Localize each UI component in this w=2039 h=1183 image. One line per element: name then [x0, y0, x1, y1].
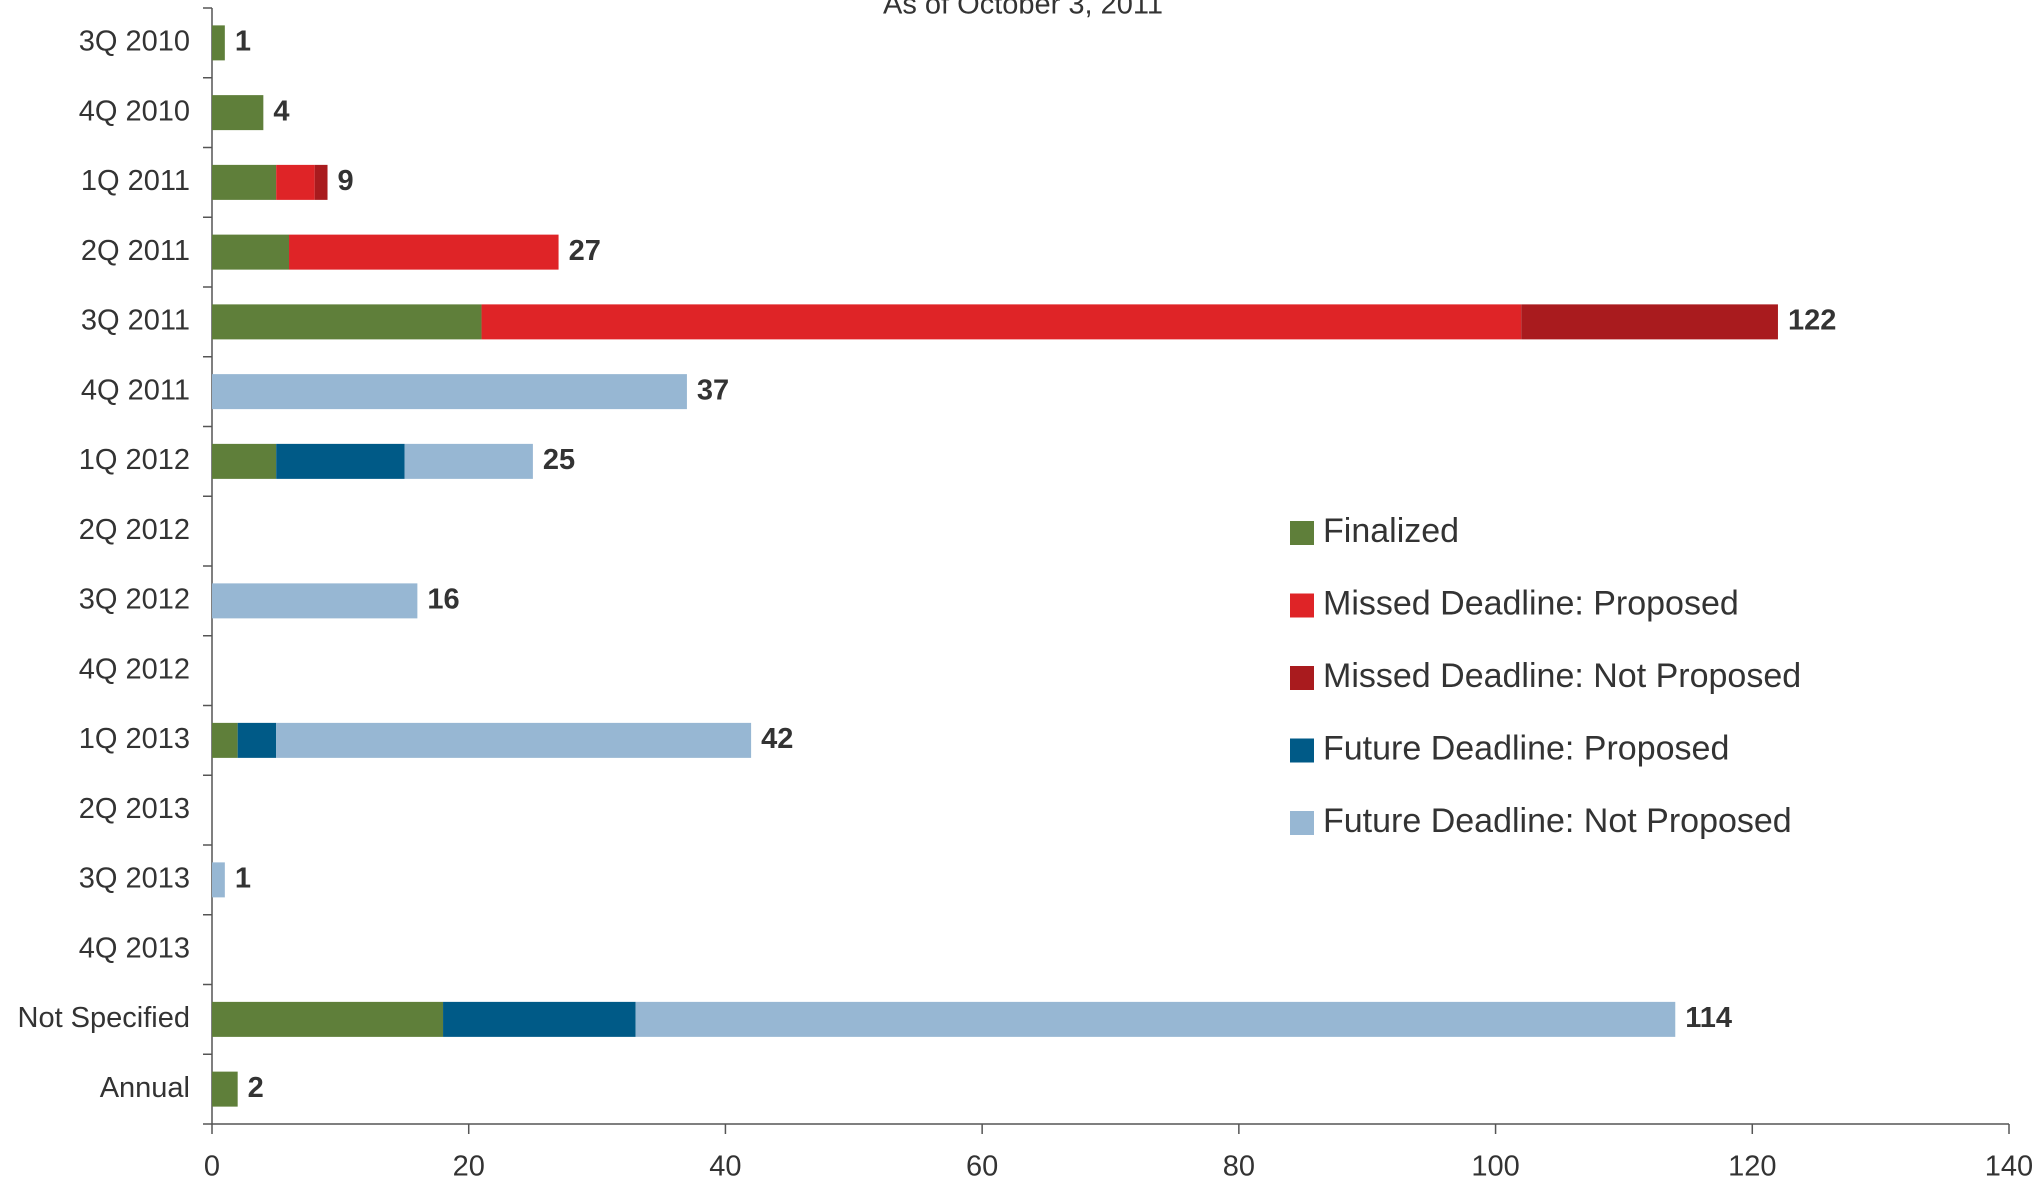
total-label: 1	[235, 863, 251, 895]
legend-swatch	[1290, 521, 1314, 545]
x-tick-label: 0	[204, 1151, 220, 1178]
total-label: 122	[1788, 305, 1836, 337]
legend-swatch	[1290, 738, 1314, 763]
y-tick-label: 3Q 2011	[81, 305, 190, 337]
y-tick-label: 4Q 2013	[79, 932, 190, 964]
legend-label: Future Deadline: Proposed	[1323, 729, 1729, 767]
total-label: 114	[1685, 1002, 1732, 1034]
bar-segment	[212, 95, 264, 131]
total-label: 9	[338, 165, 354, 197]
bar-segment	[212, 443, 277, 479]
bar-segment	[212, 234, 290, 270]
x-tick-label: 80	[1223, 1151, 1255, 1178]
y-tick-label: 1Q 2011	[81, 165, 190, 197]
bar-segment	[212, 304, 482, 340]
bar-segment	[276, 722, 752, 758]
bar-segment	[635, 1001, 1676, 1037]
bar-segment	[443, 1001, 636, 1037]
y-tick-label: Not Specified	[18, 1002, 191, 1034]
bar-segment	[212, 25, 225, 61]
y-tick-label: 2Q 2011	[81, 235, 190, 267]
bar-segment	[212, 862, 225, 898]
y-tick-label: 3Q 2010	[79, 26, 190, 58]
y-tick-label: 2Q 2013	[79, 793, 190, 825]
bar-segment	[314, 164, 328, 200]
total-label: 1	[235, 26, 251, 58]
x-tick-label: 20	[453, 1151, 485, 1178]
bar-segment	[212, 722, 238, 758]
total-label: 42	[761, 723, 793, 755]
bar-segment	[212, 583, 418, 619]
y-tick-label: 1Q 2013	[79, 723, 190, 755]
bar-segment	[481, 304, 1522, 340]
chart-title: As of October 3, 2011	[883, 0, 1163, 21]
legend-swatch	[1290, 811, 1314, 835]
bar-segment	[237, 722, 277, 758]
y-tick-label: 1Q 2012	[79, 444, 190, 476]
x-tick-label: 60	[966, 1151, 998, 1178]
legend-label: Missed Deadline: Not Proposed	[1323, 657, 1801, 695]
y-tick-label: 2Q 2012	[79, 514, 190, 546]
bar-segment	[289, 234, 559, 270]
total-label: 25	[543, 444, 575, 476]
total-label: 4	[273, 95, 289, 127]
y-tick-label: 3Q 2012	[79, 584, 190, 616]
bar-segment	[212, 374, 687, 410]
x-tick-label: 40	[709, 1151, 741, 1178]
bar-segment	[212, 1071, 238, 1107]
y-tick-label: Annual	[100, 1072, 190, 1104]
bar-segment	[404, 443, 533, 479]
total-label: 27	[569, 235, 601, 267]
bar-segment	[276, 164, 315, 200]
x-tick-label: 100	[1471, 1151, 1519, 1178]
total-label: 2	[248, 1072, 264, 1104]
y-tick-label: 4Q 2011	[81, 374, 190, 406]
bar-segment	[276, 443, 405, 479]
total-label: 16	[427, 584, 459, 616]
legend-swatch	[1290, 666, 1314, 690]
legend-label: Finalized	[1323, 512, 1459, 550]
legend-label: Missed Deadline: Proposed	[1323, 584, 1739, 622]
bar-segment	[1521, 304, 1778, 340]
x-tick-label: 120	[1728, 1151, 1776, 1178]
legend-label: Future Deadline: Not Proposed	[1323, 802, 1792, 840]
bar-segment	[212, 164, 277, 200]
y-tick-label: 4Q 2012	[79, 653, 190, 685]
legend-swatch	[1290, 593, 1314, 618]
y-tick-label: 3Q 2013	[79, 863, 190, 895]
total-label: 37	[697, 374, 729, 406]
x-tick-label: 140	[1985, 1151, 2033, 1178]
bar-segment	[212, 1001, 444, 1037]
y-tick-label: 4Q 2010	[79, 95, 190, 127]
